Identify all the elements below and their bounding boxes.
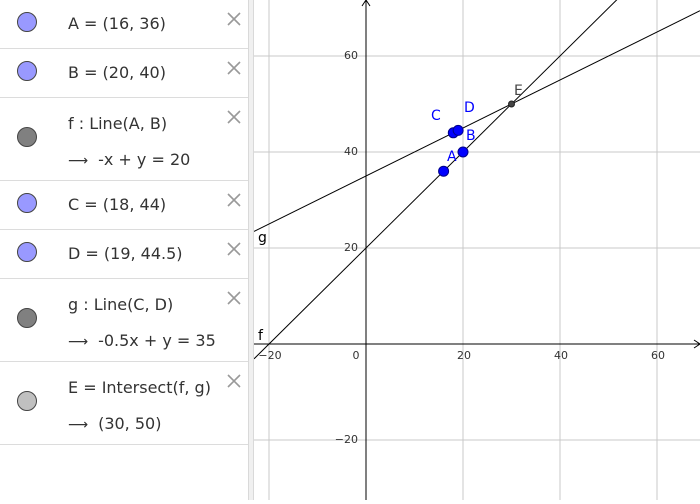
algebra-view: A = (16, 36) B = (20, 40) f : Line(A, B)…: [0, 0, 248, 500]
graphics-canvas[interactable]: −20 0 20 40 60 60 40 20 −20 f g A B C D …: [253, 0, 700, 500]
algebra-row-value: ⟶ -x + y = 20: [68, 150, 190, 169]
algebra-row-c[interactable]: C = (18, 44): [0, 181, 248, 230]
algebra-row-f[interactable]: f : Line(A, B) ⟶ -x + y = 20: [0, 98, 248, 181]
point-a[interactable]: [438, 165, 450, 177]
lines-layer: [253, 0, 700, 360]
algebra-row-label[interactable]: A = (16, 36): [68, 14, 166, 33]
point-label-d[interactable]: D: [464, 100, 475, 116]
y-tick-label: 20: [344, 241, 358, 254]
arrow-icon: ⟶: [68, 417, 89, 433]
point-label-e[interactable]: E: [514, 83, 523, 99]
close-icon[interactable]: [226, 290, 242, 306]
algebra-row-e[interactable]: E = Intersect(f, g) ⟶ (30, 50): [0, 362, 248, 445]
point-label-c[interactable]: C: [431, 108, 441, 124]
x-tick-label: 20: [457, 349, 471, 362]
line-f[interactable]: [253, 0, 700, 360]
close-icon[interactable]: [226, 192, 242, 208]
algebra-row-label[interactable]: f : Line(A, B): [68, 114, 168, 133]
algebra-row-g[interactable]: g : Line(C, D) ⟶ -0.5x + y = 35: [0, 279, 248, 362]
grid: [254, 0, 700, 500]
close-icon[interactable]: [226, 241, 242, 257]
x-tick-label: 40: [554, 349, 568, 362]
close-icon[interactable]: [226, 60, 242, 76]
arrow-icon: ⟶: [68, 153, 89, 169]
close-icon[interactable]: [226, 11, 242, 27]
value-text: -0.5x + y = 35: [98, 331, 216, 350]
visibility-toggle-icon[interactable]: [17, 308, 37, 328]
algebra-row-a[interactable]: A = (16, 36): [0, 0, 248, 49]
x-tick-label: −20: [258, 349, 281, 362]
line-label-f[interactable]: f: [258, 328, 264, 344]
visibility-toggle-icon[interactable]: [17, 127, 37, 147]
close-icon[interactable]: [226, 109, 242, 125]
graphics-view[interactable]: −20 0 20 40 60 60 40 20 −20 f g A B C D …: [253, 0, 700, 500]
visibility-toggle-icon[interactable]: [17, 61, 37, 81]
arrow-icon: ⟶: [68, 334, 89, 350]
axes: [254, 0, 700, 500]
y-tick-label: 60: [344, 49, 358, 62]
visibility-toggle-icon[interactable]: [17, 193, 37, 213]
algebra-row-label[interactable]: C = (18, 44): [68, 195, 167, 214]
visibility-toggle-icon[interactable]: [17, 242, 37, 262]
algebra-row-d[interactable]: D = (19, 44.5): [0, 230, 248, 279]
point-d[interactable]: [452, 124, 464, 136]
y-axis-arrow-icon: [361, 0, 371, 7]
algebra-row-label[interactable]: E = Intersect(f, g): [68, 378, 211, 397]
algebra-row-value: ⟶ -0.5x + y = 35: [68, 331, 216, 350]
point-label-a[interactable]: A: [447, 149, 457, 165]
x-axis-arrow-icon: [693, 339, 700, 349]
point-label-b[interactable]: B: [466, 128, 476, 144]
y-tick-label: 40: [344, 145, 358, 158]
algebra-row-label[interactable]: B = (20, 40): [68, 63, 166, 82]
algebra-row-b[interactable]: B = (20, 40): [0, 49, 248, 98]
algebra-row-label[interactable]: D = (19, 44.5): [68, 244, 183, 263]
line-label-g[interactable]: g: [258, 230, 267, 246]
close-icon[interactable]: [226, 373, 242, 389]
visibility-toggle-icon[interactable]: [17, 391, 37, 411]
point-b[interactable]: [457, 146, 469, 158]
x-tick-label: 60: [651, 349, 665, 362]
view-divider[interactable]: [248, 0, 254, 500]
algebra-row-value: ⟶ (30, 50): [68, 414, 161, 433]
y-tick-label: −20: [335, 433, 358, 446]
visibility-toggle-icon[interactable]: [17, 12, 37, 32]
algebra-row-label[interactable]: g : Line(C, D): [68, 295, 174, 314]
value-text: -x + y = 20: [98, 150, 191, 169]
points-layer: [438, 100, 515, 177]
line-g[interactable]: [253, 10, 700, 232]
value-text: (30, 50): [98, 414, 162, 433]
point-e[interactable]: [508, 100, 515, 108]
x-tick-label: 0: [353, 349, 360, 362]
